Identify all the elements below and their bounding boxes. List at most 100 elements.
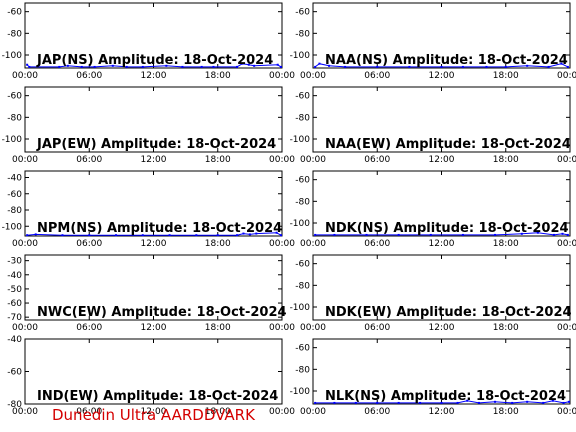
- x-tick-label: 00:00: [300, 323, 326, 333]
- data-point: [461, 65, 464, 68]
- y-tick-label: -30: [7, 257, 22, 267]
- x-tick-label: 00:00: [557, 239, 576, 249]
- y-tick-label: -80: [295, 197, 310, 207]
- panel-title: NPM(NS) Amplitude: 18-Oct-2024: [37, 221, 282, 236]
- x-tick-label: 00:00: [12, 155, 38, 165]
- data-point: [275, 231, 278, 234]
- y-tick-label: -70: [7, 313, 22, 323]
- data-point: [429, 233, 432, 236]
- data-point: [376, 65, 379, 68]
- data-point: [200, 65, 203, 68]
- y-tick-label: -100: [2, 135, 23, 145]
- x-tick-label: 12:00: [141, 323, 167, 333]
- data-point: [562, 401, 565, 404]
- data-point: [485, 65, 488, 68]
- y-tick-label: -80: [295, 365, 310, 375]
- data-point: [168, 234, 171, 237]
- data-point: [80, 65, 83, 68]
- data-point: [440, 401, 443, 404]
- data-point: [551, 399, 554, 402]
- y-tick-label: -100: [290, 135, 311, 145]
- y-tick-label: -60: [295, 260, 310, 270]
- data-point: [526, 400, 529, 403]
- x-tick-label: 06:00: [364, 323, 390, 333]
- data-point: [397, 401, 400, 404]
- x-tick-label: 18:00: [205, 323, 231, 333]
- x-tick-label: 00:00: [300, 239, 326, 249]
- y-tick-label: -80: [7, 206, 22, 216]
- data-point: [477, 401, 480, 404]
- panel-title: NDK(EW) Amplitude: 18-Oct-2024: [325, 305, 572, 320]
- y-tick-label: -100: [290, 387, 311, 397]
- y-tick-label: -40: [7, 174, 22, 184]
- x-tick-label: 12:00: [141, 407, 167, 417]
- x-tick-label: 00:00: [557, 407, 576, 417]
- data-point: [314, 233, 317, 236]
- chart-panel: -100 -80 -60 00:00 06:00 12:00 18:00 00:00 JAP(N…: [2, 2, 295, 81]
- x-tick-label: 18:00: [493, 407, 519, 417]
- data-point: [318, 62, 321, 65]
- panel-title: JAP(NS) Amplitude: 18-Oct-2024: [36, 53, 273, 68]
- x-tick-label: 00:00: [269, 407, 295, 417]
- x-tick-label: 00:00: [557, 71, 576, 81]
- data-point: [66, 64, 69, 67]
- x-tick-label: 06:00: [76, 239, 102, 249]
- y-tick-label: -60: [7, 190, 22, 200]
- data-point: [61, 234, 64, 237]
- data-point: [236, 234, 239, 237]
- data-point: [504, 65, 507, 68]
- x-tick-label: 00:00: [12, 323, 38, 333]
- panel-title: NWC(EW) Amplitude: 18-Oct-2024: [37, 305, 287, 320]
- data-point: [397, 233, 400, 236]
- data-point: [115, 234, 118, 237]
- panel-title: NAA(EW) Amplitude: 18-Oct-2024: [325, 137, 571, 152]
- x-tick-label: 00:00: [557, 155, 576, 165]
- data-point: [279, 65, 282, 68]
- data-point: [165, 64, 168, 67]
- chart-panel: -100 -80 -60 00:00 06:00 12:00 18:00 00:00 NAA(E…: [290, 86, 576, 165]
- y-tick-label: -60: [295, 92, 310, 102]
- data-point: [212, 65, 215, 68]
- chart-panel: -100 -80 -60 00:00 06:00 12:00 18:00 00:00 NDK(E…: [290, 254, 576, 333]
- panel-title: NAA(NS) Amplitude: 18-Oct-2024: [325, 53, 568, 68]
- x-tick-label: 00:00: [269, 155, 295, 165]
- x-tick-label: 18:00: [493, 323, 519, 333]
- x-tick-label: 00:00: [557, 323, 576, 333]
- data-point: [111, 64, 114, 67]
- y-tick-label: -80: [295, 29, 310, 39]
- x-tick-label: 18:00: [205, 407, 231, 417]
- chart-panel: -100 -80 -60 -40 00:00 06:00 12:00 18:00 00:00 NP…: [2, 170, 295, 249]
- chart-panel: -100 -80 -60 00:00 06:00 12:00 18:00 00:00 NDK(N…: [290, 170, 576, 249]
- x-tick-label: 06:00: [76, 71, 102, 81]
- data-point: [181, 65, 184, 68]
- x-tick-label: 12:00: [429, 155, 455, 165]
- x-tick-label: 06:00: [76, 407, 102, 417]
- y-tick-label: -100: [2, 51, 23, 61]
- data-point: [547, 65, 550, 68]
- x-tick-label: 06:00: [76, 323, 102, 333]
- x-tick-label: 12:00: [429, 407, 455, 417]
- data-point: [216, 234, 219, 237]
- data-point: [494, 400, 497, 403]
- data-point: [93, 65, 96, 68]
- x-tick-label: 18:00: [205, 71, 231, 81]
- panel-title: JAP(EW) Amplitude: 18-Oct-2024: [36, 137, 276, 152]
- data-point: [466, 399, 469, 402]
- x-tick-label: 00:00: [300, 71, 326, 81]
- data-point: [276, 63, 279, 66]
- y-tick-label: -100: [290, 219, 311, 229]
- series-line: [315, 232, 568, 236]
- data-point: [248, 233, 251, 236]
- x-tick-label: 12:00: [429, 71, 455, 81]
- data-point: [314, 401, 317, 404]
- x-tick-label: 12:00: [429, 323, 455, 333]
- data-point: [419, 401, 422, 404]
- x-tick-label: 00:00: [269, 71, 295, 81]
- data-point: [58, 65, 61, 68]
- data-point: [195, 234, 198, 237]
- chart-panel: -80 -60 -40 00:00 06:00 12:00 18:00 00:00 IND(EW…: [7, 335, 295, 417]
- data-point: [279, 234, 282, 237]
- data-point: [26, 234, 29, 237]
- x-tick-label: 18:00: [205, 155, 231, 165]
